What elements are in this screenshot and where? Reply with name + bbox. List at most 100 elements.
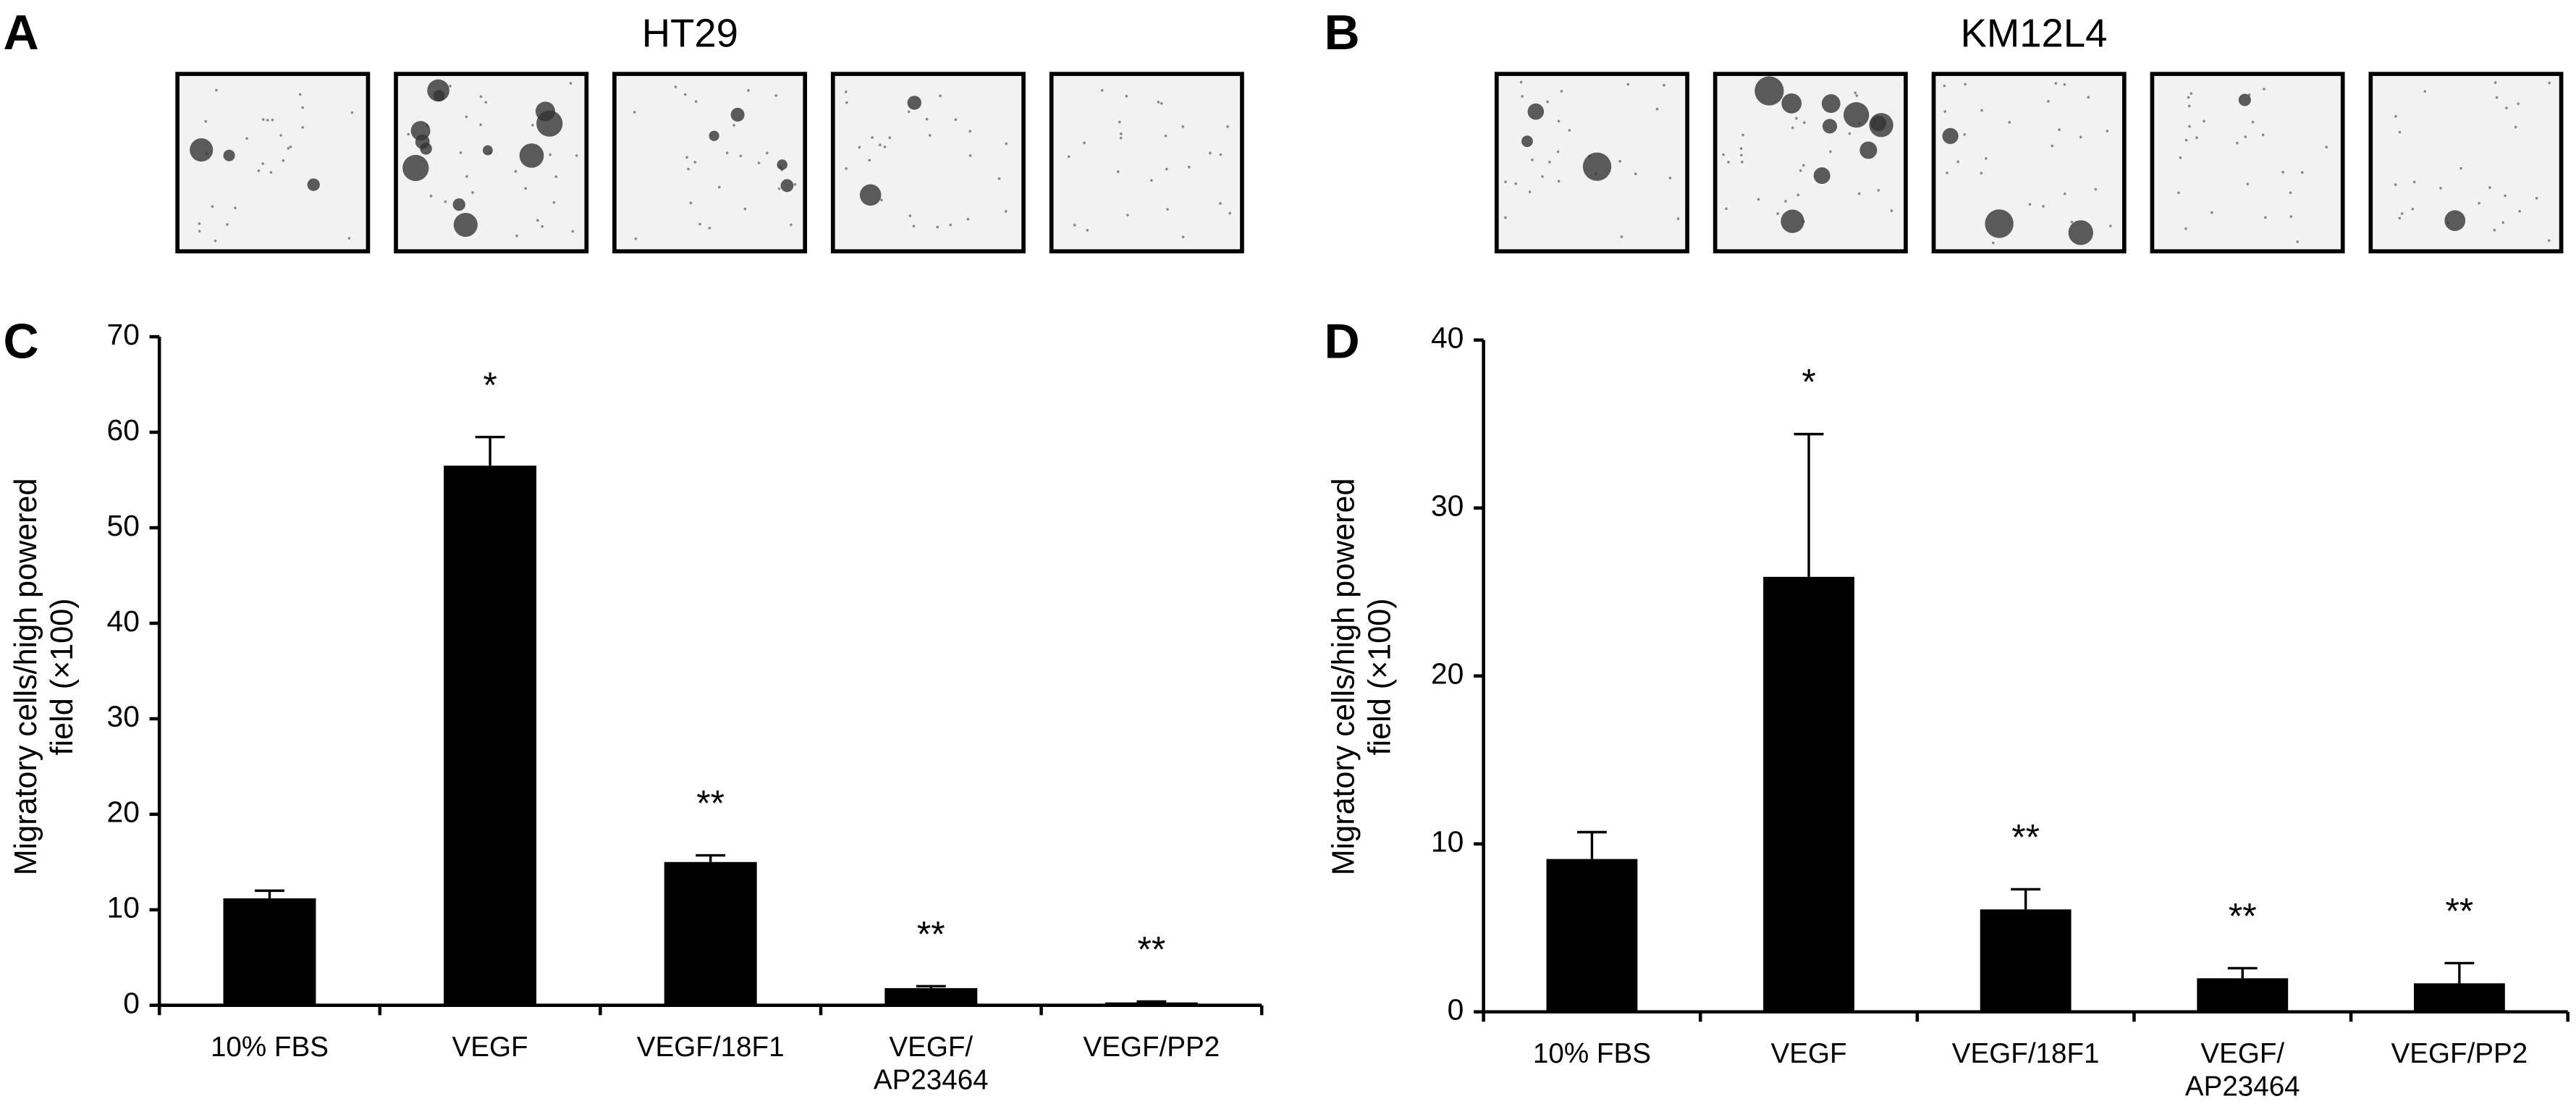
significance-marker: ** bbox=[1137, 930, 1165, 970]
micrograph-speck bbox=[261, 162, 264, 165]
micrograph-speck bbox=[471, 191, 474, 194]
micrograph-speck bbox=[287, 146, 290, 150]
micrograph-speck bbox=[2289, 191, 2292, 194]
significance-marker: ** bbox=[2229, 896, 2257, 937]
micrograph-cell bbox=[427, 79, 449, 102]
micrograph-speck bbox=[1209, 151, 1212, 155]
micrograph-speck bbox=[459, 151, 463, 154]
micrograph-speck bbox=[1188, 165, 1191, 169]
y-tick-label: 70 bbox=[106, 318, 139, 351]
micrograph-speck bbox=[465, 115, 468, 119]
micrograph bbox=[1049, 72, 1244, 254]
micrograph-speck bbox=[2210, 211, 2213, 214]
micrograph-speck bbox=[2251, 120, 2255, 124]
micrograph-speck bbox=[1963, 132, 1966, 136]
micrograph-speck bbox=[1086, 229, 1089, 232]
micrograph-speck bbox=[1165, 167, 1168, 171]
x-tick-label: VEGF/PP2 bbox=[2391, 1038, 2528, 1070]
error-bar bbox=[1794, 432, 1824, 577]
micrograph-speck bbox=[301, 126, 304, 129]
micrograph-speck bbox=[226, 223, 229, 226]
y-axis-label: Migratory cells/high powered field (×100… bbox=[9, 478, 81, 876]
micrograph-speck bbox=[1943, 110, 1947, 113]
micrograph-speck bbox=[844, 90, 848, 93]
micrograph-cell bbox=[402, 154, 429, 182]
micrograph-speck bbox=[2394, 183, 2397, 186]
micrograph-speck bbox=[1980, 172, 1983, 175]
micrograph-speck bbox=[1784, 200, 1787, 203]
micrograph-speck bbox=[685, 156, 688, 159]
bar bbox=[2413, 983, 2505, 1012]
bar bbox=[1546, 859, 1638, 1012]
micrograph-speck bbox=[571, 229, 575, 233]
micrograph-speck bbox=[2106, 130, 2109, 132]
micrograph-speck bbox=[1181, 125, 1185, 128]
micrograph-speck bbox=[2079, 135, 2082, 139]
x-tick-label: VEGF/PP2 bbox=[1083, 1031, 1220, 1063]
micrograph-speck bbox=[2179, 156, 2182, 159]
micrograph-speck bbox=[1848, 132, 1851, 135]
micrograph-cell bbox=[859, 184, 882, 206]
micrograph-speck bbox=[569, 82, 573, 85]
micrograph-speck bbox=[633, 111, 636, 114]
micrograph-speck bbox=[2187, 104, 2191, 108]
x-tick-label: VEGF bbox=[452, 1031, 528, 1063]
micrograph-speck bbox=[2246, 182, 2250, 185]
micrograph-speck bbox=[1980, 109, 1983, 112]
micrograph-speck bbox=[2439, 186, 2442, 190]
micrograph-cell bbox=[777, 159, 787, 170]
micrograph-speck bbox=[2028, 203, 2032, 206]
micrograph-speck bbox=[2398, 216, 2402, 220]
micrograph-cell bbox=[190, 138, 214, 162]
micrograph-speck bbox=[694, 100, 698, 104]
micrograph-speck bbox=[2501, 221, 2505, 224]
micrograph-cell bbox=[780, 179, 794, 193]
y-tick-label: 0 bbox=[1448, 993, 1464, 1027]
micrograph-speck bbox=[1791, 126, 1794, 130]
micrograph-speck bbox=[1991, 241, 1995, 245]
micrograph-speck bbox=[1663, 83, 1665, 87]
micrograph-speck bbox=[444, 200, 447, 203]
error-bar bbox=[475, 435, 505, 466]
micrograph-speck bbox=[845, 167, 848, 170]
panel-title: KM12L4 bbox=[1961, 11, 2108, 55]
micrograph-speck bbox=[966, 217, 970, 221]
micrograph-speck bbox=[739, 154, 743, 158]
micrograph-speck bbox=[717, 185, 721, 189]
micrograph bbox=[1931, 72, 2127, 254]
micrograph-speck bbox=[1668, 177, 1672, 180]
micrograph-speck bbox=[1521, 95, 1524, 98]
micrograph-speck bbox=[2535, 196, 2538, 200]
micrograph-speck bbox=[1795, 117, 1798, 120]
micrograph bbox=[175, 72, 371, 254]
micrograph-speck bbox=[757, 161, 761, 164]
micrograph-speck bbox=[289, 145, 292, 148]
error-bar bbox=[1136, 1000, 1167, 1003]
micrograph-speck bbox=[1854, 91, 1857, 95]
micrograph-speck bbox=[2423, 90, 2427, 93]
micrograph-cell bbox=[535, 101, 555, 122]
micrograph-speck bbox=[687, 167, 690, 171]
micrograph-speck bbox=[1005, 142, 1008, 146]
micrograph-speck bbox=[515, 235, 518, 237]
significance-marker: ** bbox=[2445, 891, 2473, 932]
micrograph-speck bbox=[261, 118, 265, 121]
micrograph-speck bbox=[1219, 202, 1222, 205]
micrograph-cell bbox=[420, 143, 432, 155]
micrograph-speck bbox=[536, 219, 539, 222]
micrograph-speck bbox=[1164, 134, 1167, 138]
micrograph-speck bbox=[1803, 121, 1806, 125]
micrograph-speck bbox=[1634, 172, 1637, 176]
micrograph-speck bbox=[1739, 147, 1743, 151]
micrograph-speck bbox=[2495, 96, 2499, 99]
micrograph-speck bbox=[1560, 90, 1563, 93]
micrograph-speck bbox=[907, 110, 911, 114]
micrograph-speck bbox=[1119, 136, 1123, 140]
micrograph-speck bbox=[1618, 159, 1621, 163]
micrograph-cell bbox=[1859, 141, 1878, 159]
panel-label: B bbox=[1324, 5, 1359, 60]
error-bar bbox=[696, 853, 726, 862]
micrograph-speck bbox=[1943, 84, 1946, 88]
micrograph-speck bbox=[2514, 125, 2517, 129]
micrograph-speck bbox=[2109, 224, 2112, 227]
